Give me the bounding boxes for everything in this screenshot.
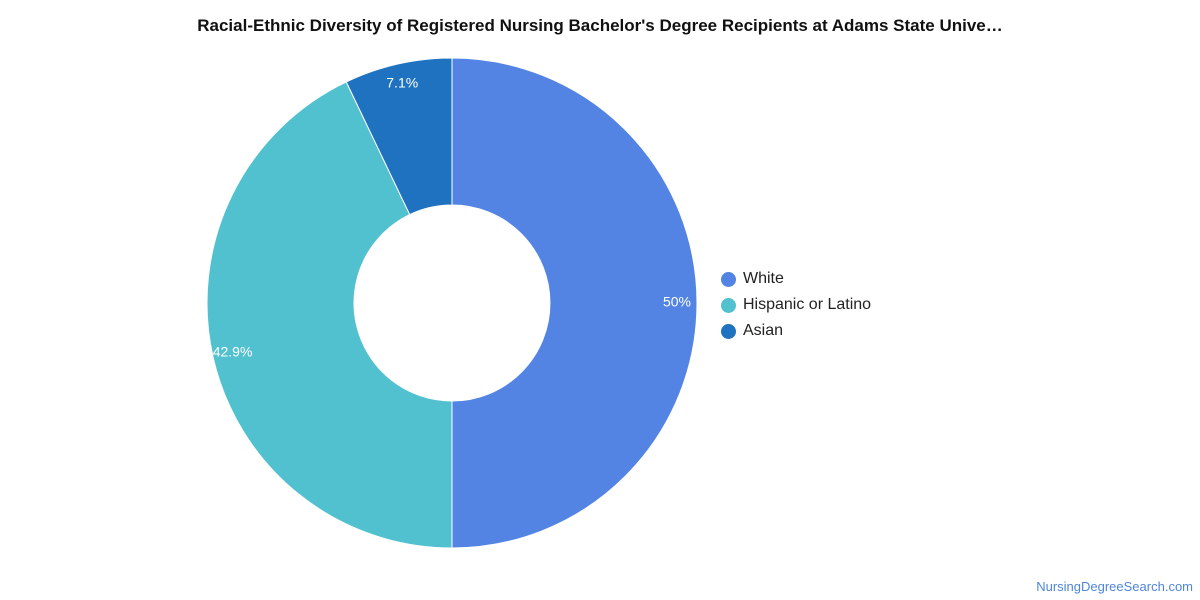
slice-label-asian: 7.1% — [386, 74, 418, 90]
legend-label-hispanic-or-latino: Hispanic or Latino — [743, 296, 872, 313]
slice-label-white: 50% — [663, 294, 691, 310]
legend-swatch-asian — [721, 323, 736, 339]
slice-white[interactable] — [451, 57, 698, 549]
slice-hispanic-or-latino[interactable] — [206, 81, 453, 549]
legend-label-white: White — [743, 270, 784, 287]
legend-item-asian[interactable]: Asian — [721, 318, 871, 344]
legend: White Hispanic or Latino Asian — [721, 266, 871, 344]
slice-label-hispanic-or-latino: 42.9% — [213, 343, 253, 359]
legend-label-asian: Asian — [743, 322, 784, 339]
donut-slices — [206, 57, 698, 549]
legend-item-hispanic-or-latino[interactable]: Hispanic or Latino — [721, 292, 871, 318]
legend-swatch-white — [721, 271, 736, 287]
slice-asian[interactable] — [345, 57, 453, 216]
chart-title: Racial-Ethnic Diversity of Registered Nu… — [197, 16, 1003, 35]
source-credit[interactable]: NursingDegreeSearch.com — [1036, 579, 1193, 594]
slice-labels: 50% 42.9% 7.1% — [213, 74, 691, 359]
legend-item-white[interactable]: White — [721, 266, 871, 292]
legend-swatch-hispanic-or-latino — [721, 297, 736, 313]
